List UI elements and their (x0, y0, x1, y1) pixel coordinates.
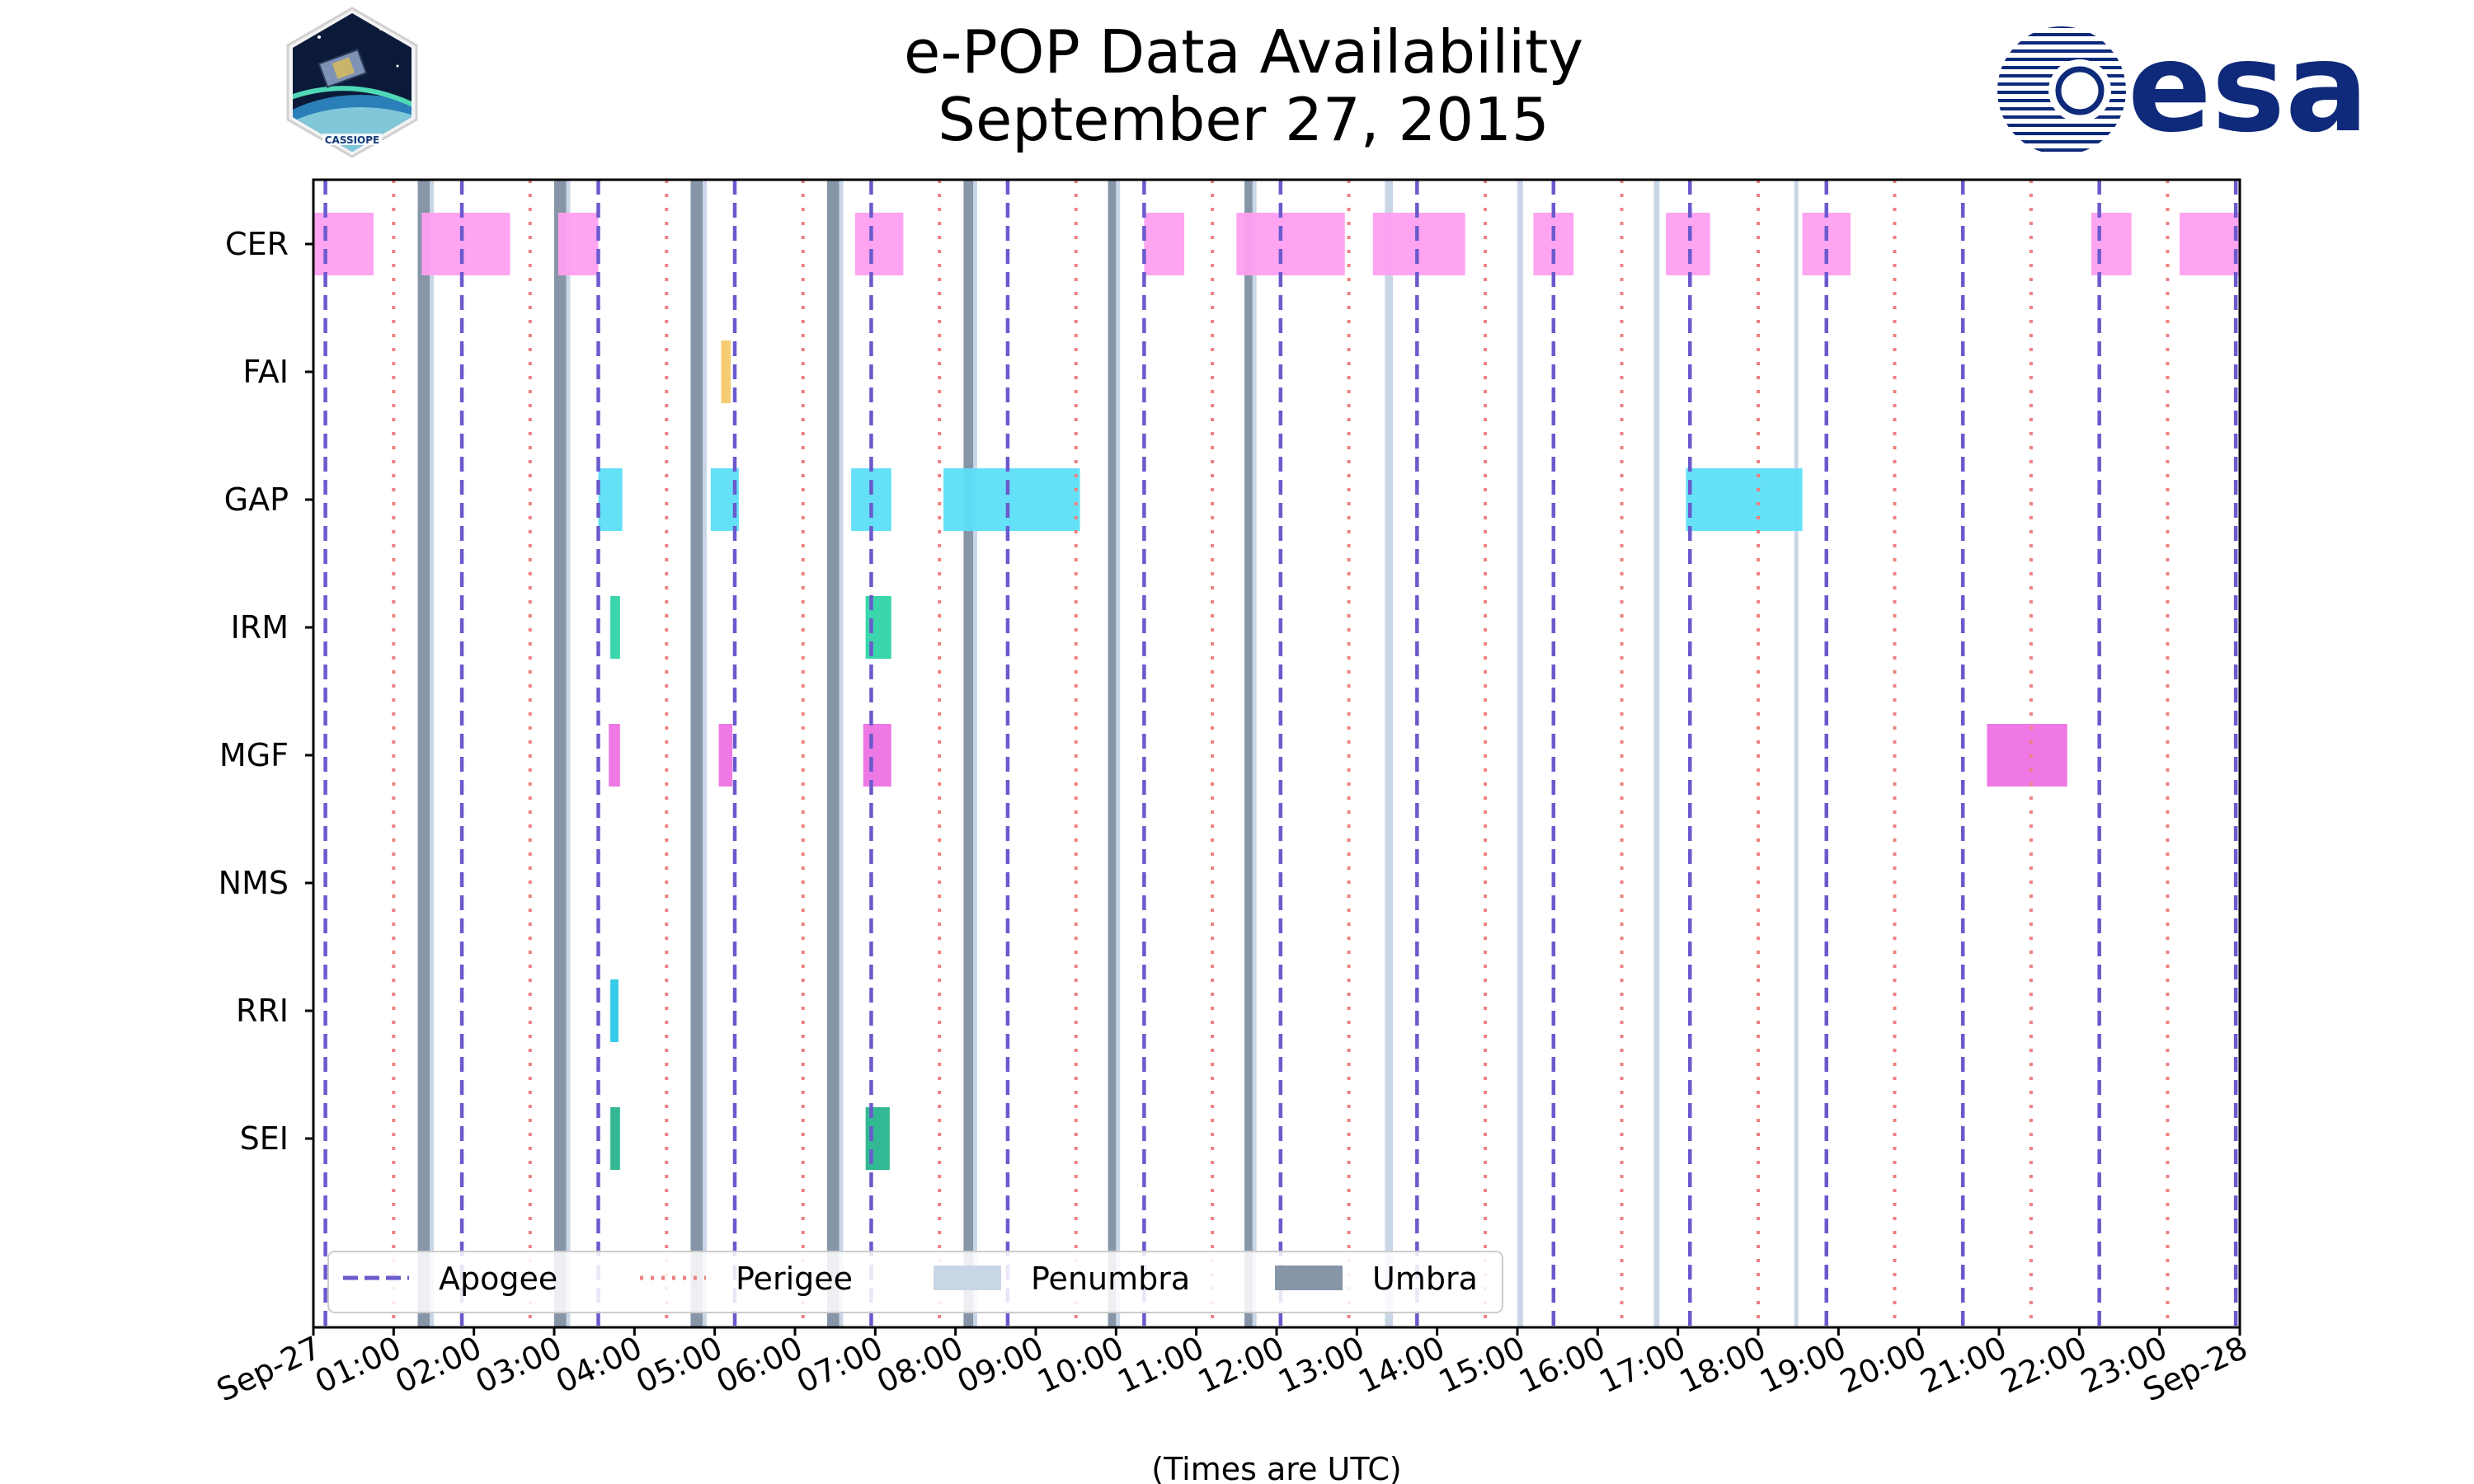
x-tick-label: 20:00 (1835, 1329, 1932, 1400)
data-bar-sei (610, 1107, 620, 1170)
x-tick-label: 22:00 (1995, 1329, 2092, 1400)
chart-title-line-2: September 27, 2015 (938, 85, 1549, 154)
y-tick-label: GAP (224, 481, 289, 518)
x-tick-label: 07:00 (791, 1329, 888, 1400)
data-bar-cer (1666, 213, 1710, 275)
data-bar-gap (943, 468, 1080, 531)
data-bar-cer (1236, 213, 1345, 275)
x-tick-label: 05:00 (631, 1329, 728, 1400)
x-tick-label: 01:00 (309, 1329, 407, 1400)
x-tick-label: 17:00 (1594, 1329, 1691, 1400)
penumbra-band (839, 180, 844, 1327)
legend-penumbra-swatch (934, 1266, 1001, 1290)
plot-area: CER FAI GAP IRM MGF NMS RRI SEI Sep-2701:0002:00… (211, 180, 2253, 1409)
data-bar-cer (2091, 213, 2132, 275)
legend: Apogee Perigee Penumbra Umbra (327, 1251, 1503, 1313)
x-tick-label: 13:00 (1272, 1329, 1370, 1400)
esa-logo-text: esa (2128, 16, 2368, 160)
data-bar-mgf (609, 724, 620, 787)
y-tick-label: MGF (219, 737, 289, 773)
y-tick-label: CER (225, 226, 289, 262)
data-bar-cer (313, 213, 374, 275)
x-tick-label: 21:00 (1915, 1329, 2012, 1400)
x-tick-label: 09:00 (952, 1329, 1049, 1400)
x-tick-label: 19:00 (1754, 1329, 1851, 1400)
data-bar-mgf (1987, 724, 2067, 787)
penumbra-band (973, 180, 977, 1327)
legend-apogee-label: Apogee (439, 1261, 557, 1297)
cassiope-logo-text: CASSIOPE (325, 134, 380, 146)
plot-frame (312, 178, 2241, 1329)
data-bar-cer (557, 213, 599, 275)
penumbra-band (566, 180, 571, 1327)
penumbra-band (703, 180, 707, 1327)
umbra-band (826, 180, 840, 1327)
umbra-band (1244, 180, 1253, 1327)
penumbra-band (1517, 180, 1523, 1327)
data-bar-fai (721, 340, 731, 403)
x-tick-label: 02:00 (390, 1329, 487, 1400)
y-tick-label: IRM (231, 609, 289, 646)
penumbra-band (1794, 180, 1799, 1327)
data-bar-cer (855, 213, 904, 275)
y-tick-label: RRI (236, 993, 289, 1029)
umbra-band (1108, 180, 1117, 1327)
umbra-band (690, 180, 703, 1327)
x-tick-label: 15:00 (1433, 1329, 1531, 1400)
x-tick-label: 18:00 (1674, 1329, 1771, 1400)
data-bar-cer (1533, 213, 1574, 275)
data-bar-cer (1372, 213, 1465, 275)
penumbra-band (1252, 180, 1257, 1327)
data-bar-cer (421, 213, 510, 275)
umbra-band (963, 180, 974, 1327)
legend-umbra-label: Umbra (1372, 1261, 1478, 1297)
x-tick-label: 11:00 (1112, 1329, 1210, 1400)
data-bar-gap (598, 468, 623, 531)
x-tick-label: 14:00 (1353, 1329, 1451, 1400)
x-tick-label: 16:00 (1513, 1329, 1611, 1400)
data-bar-cer (1802, 213, 1851, 275)
esa-logo: esa (1997, 16, 2368, 160)
data-bar-sei (865, 1107, 890, 1170)
data-bar-irm (610, 596, 620, 659)
data-bar-mgf (718, 724, 733, 787)
x-axis-label: (Times are UTC) (1151, 1451, 1401, 1484)
data-bar-mgf (863, 724, 891, 787)
data-bar-gap (1686, 468, 1803, 531)
umbra-band (554, 180, 567, 1327)
x-tick-label: 12:00 (1192, 1329, 1290, 1400)
data-bar-cer (1144, 213, 1185, 275)
penumbra-band (1653, 180, 1660, 1327)
data-bar-cer (2180, 213, 2240, 275)
data-bar-rri (610, 979, 618, 1042)
penumbra-band (430, 180, 434, 1327)
penumbra-band (1385, 180, 1394, 1327)
y-tick-label: FAI (242, 354, 289, 390)
y-tick-label: SEI (240, 1120, 289, 1157)
x-tick-label: 08:00 (872, 1329, 969, 1400)
penumbra-band (1116, 180, 1121, 1327)
data-bar-gap (851, 468, 891, 531)
legend-umbra-swatch (1275, 1266, 1343, 1290)
cassiope-logo: CASSIOPE (286, 7, 418, 158)
x-tick-label: 04:00 (550, 1329, 647, 1400)
chart-title-line-1: e-POP Data Availability (904, 17, 1583, 87)
y-tick-label: NMS (219, 865, 289, 901)
data-bar-gap (710, 468, 739, 531)
esa-disc-ring (2055, 66, 2105, 115)
legend-box (327, 1251, 1503, 1313)
x-tick-label: 03:00 (470, 1329, 567, 1400)
umbra-band (417, 180, 430, 1327)
x-tick-label: 10:00 (1032, 1329, 1129, 1400)
legend-penumbra-label: Penumbra (1031, 1261, 1190, 1297)
legend-perigee-label: Perigee (736, 1261, 853, 1297)
x-tick-label: 06:00 (711, 1329, 808, 1400)
x-tick-label: Sep-27 (211, 1329, 327, 1408)
